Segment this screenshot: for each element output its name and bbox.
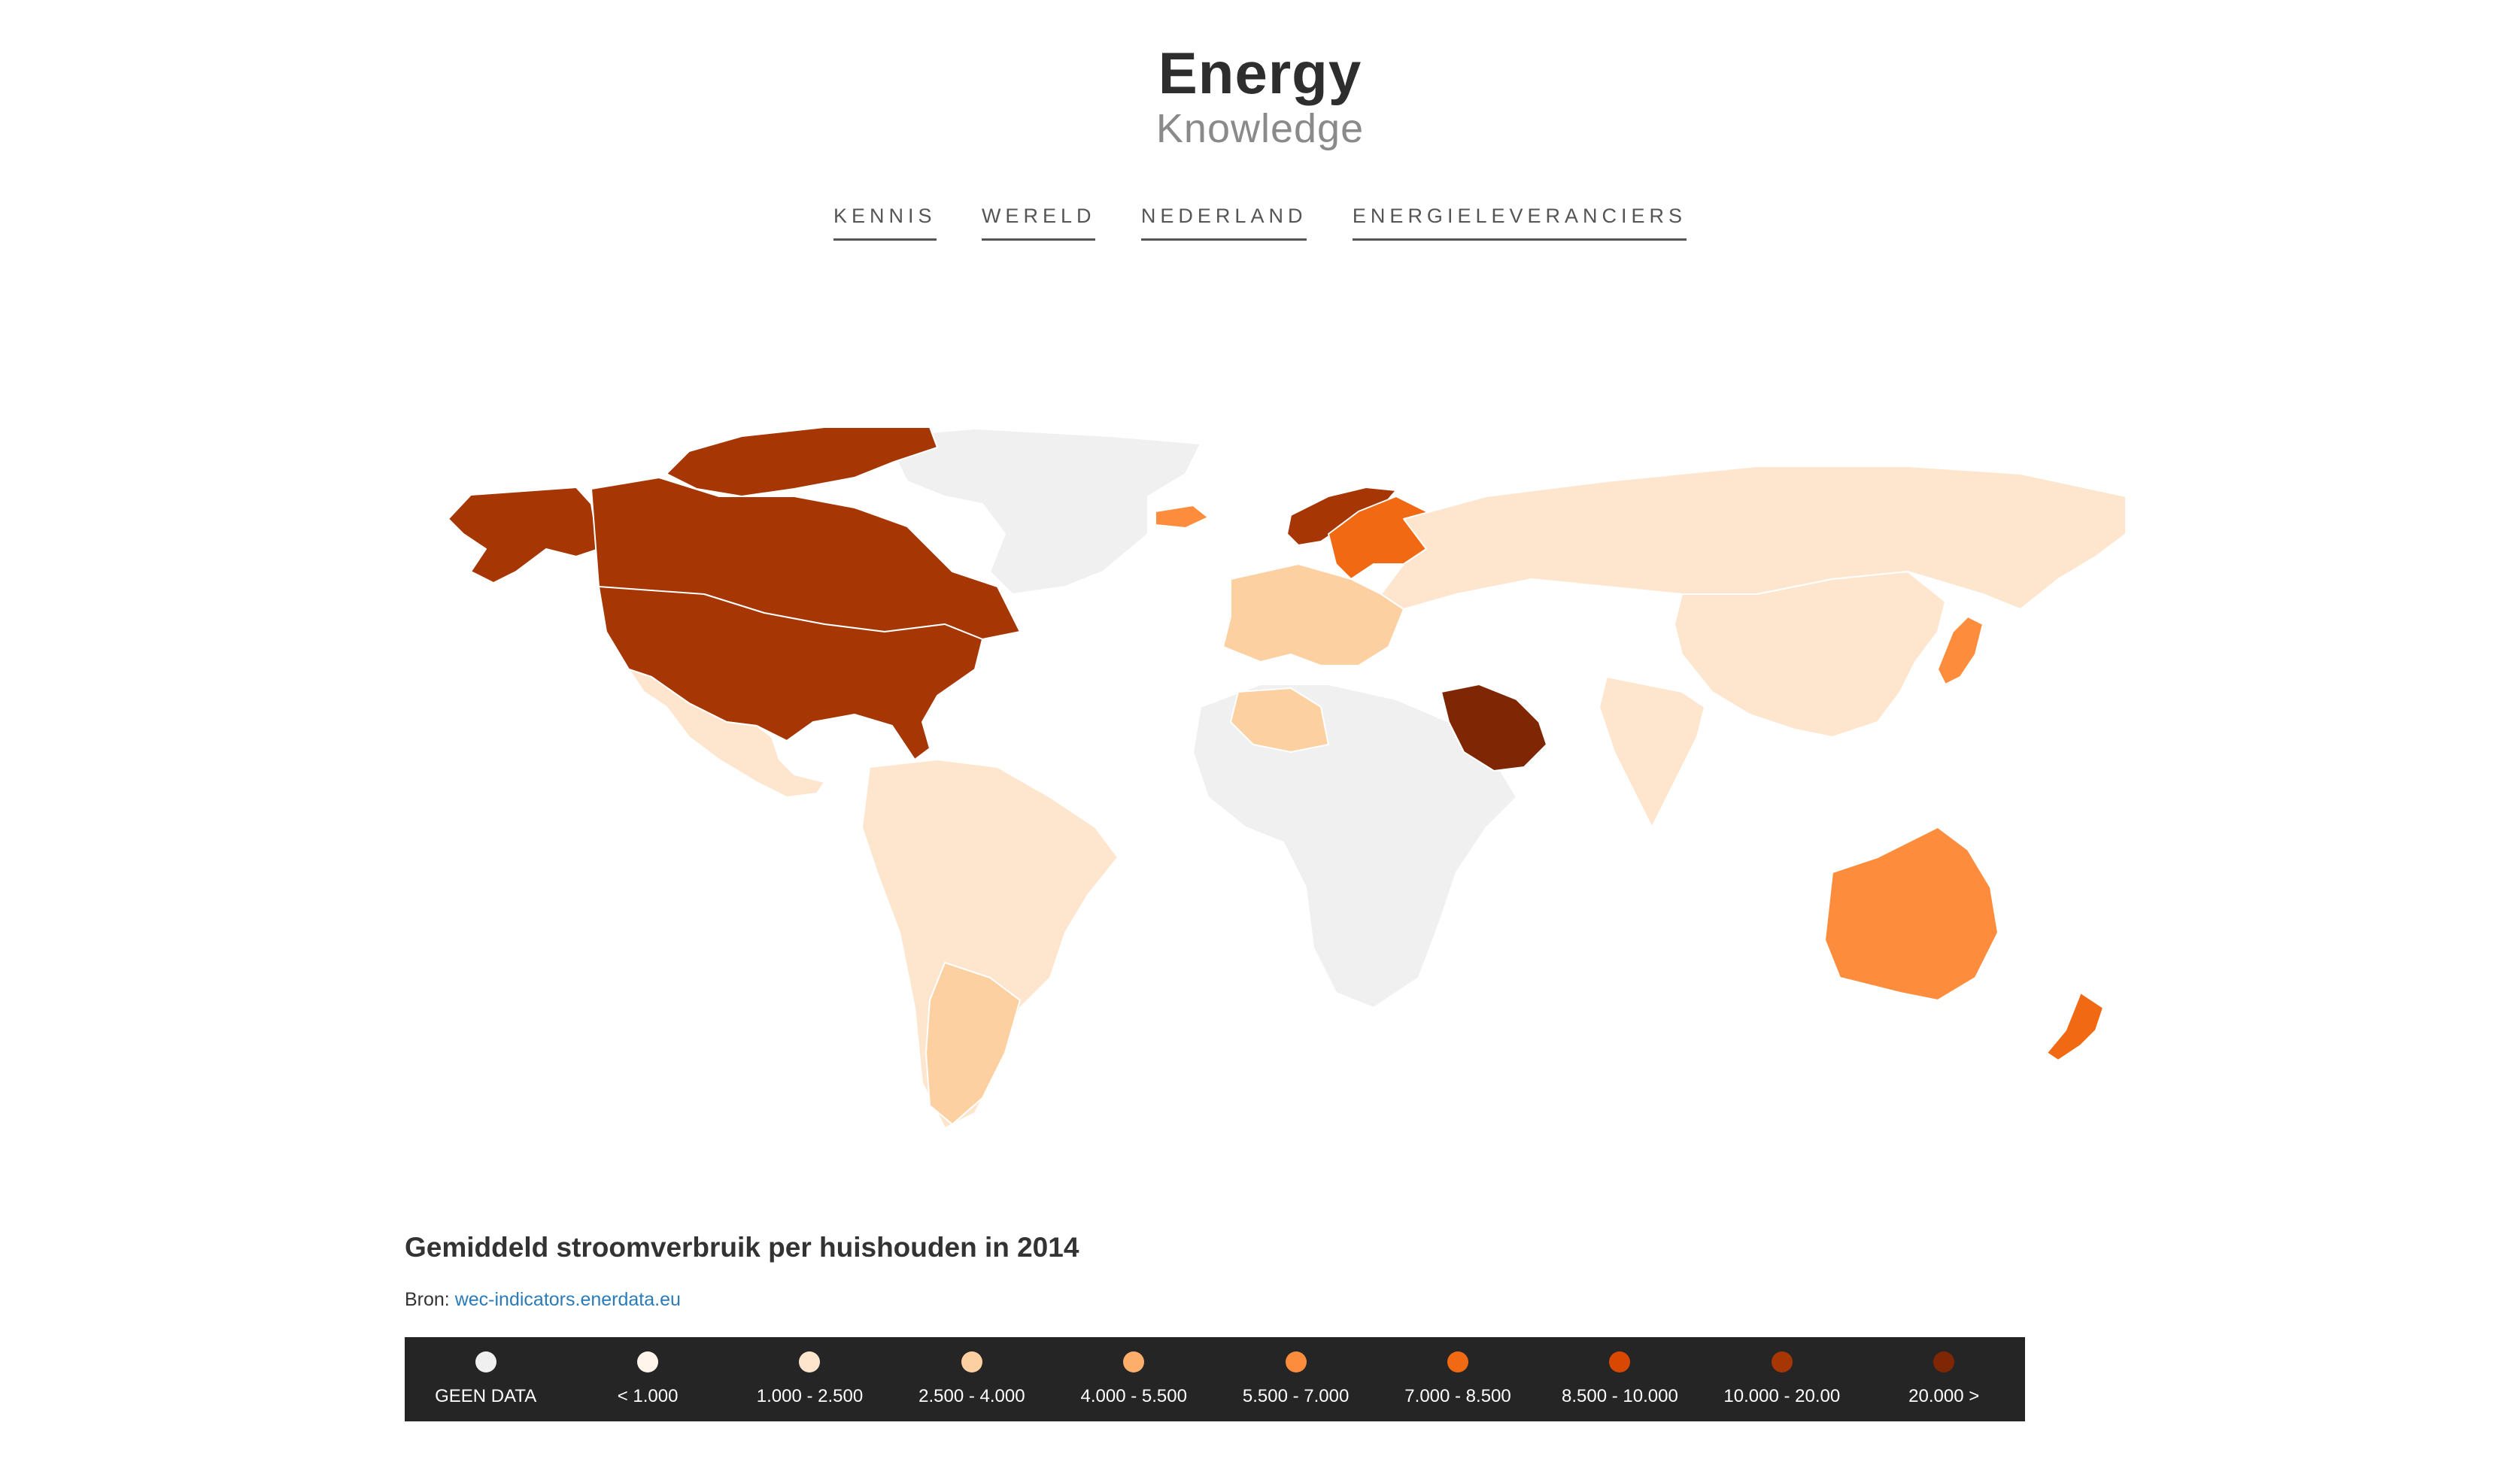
map-caption: Gemiddeld stroomverbruik per huishouden … xyxy=(405,1232,1079,1263)
legend-label: 4.000 - 5.500 xyxy=(1080,1386,1187,1406)
legend-swatch xyxy=(961,1351,982,1372)
region-alaska[interactable] xyxy=(448,487,600,584)
main-nav: KENNIS WERELD NEDERLAND ENERGIELEVERANCI… xyxy=(0,205,2520,241)
nav-energieleveranciers[interactable]: ENERGIELEVERANCIERS xyxy=(1352,205,1687,241)
legend-swatch xyxy=(799,1351,821,1372)
legend-swatch xyxy=(1609,1351,1631,1372)
legend-swatch xyxy=(1933,1351,1955,1372)
region-saudi-arabia[interactable] xyxy=(1441,684,1547,772)
region-iceland[interactable] xyxy=(1155,505,1209,529)
legend-item-no-data: GEEN DATA xyxy=(411,1351,561,1407)
region-canadian-arctic[interactable] xyxy=(666,426,938,497)
region-russia[interactable] xyxy=(1380,466,2126,610)
region-mexico[interactable] xyxy=(628,669,825,798)
legend-label: < 1.000 xyxy=(617,1386,679,1406)
source-link[interactable]: wec-indicators.enerdata.eu xyxy=(454,1289,681,1310)
region-japan[interactable] xyxy=(1937,616,1984,685)
legend-swatch xyxy=(475,1351,496,1372)
legend-label: 10.000 - 20.00 xyxy=(1723,1386,1841,1406)
region-china[interactable] xyxy=(1674,571,1946,738)
legend-item-bin-6: 7.000 - 8.500 xyxy=(1383,1351,1533,1407)
legend-swatch xyxy=(637,1351,659,1372)
legend-label: 2.500 - 4.000 xyxy=(918,1386,1025,1406)
legend-item-bin-2: 1.000 - 2.500 xyxy=(734,1351,885,1407)
region-algeria[interactable] xyxy=(1230,687,1329,753)
legend-item-bin-1: < 1.000 xyxy=(572,1351,723,1407)
site-title[interactable]: Energy xyxy=(1158,40,1362,106)
legend-label: GEEN DATA xyxy=(435,1386,537,1406)
region-new-zealand[interactable] xyxy=(2046,992,2104,1061)
legend-swatch xyxy=(1285,1351,1307,1372)
legend-label: 5.500 - 7.000 xyxy=(1242,1386,1350,1406)
legend-item-bin-8: 10.000 - 20.00 xyxy=(1707,1351,1857,1407)
legend-swatch xyxy=(1123,1351,1145,1372)
legend-swatch xyxy=(1771,1351,1793,1372)
region-australia[interactable] xyxy=(1824,827,1999,1001)
map-legend: GEEN DATA < 1.000 1.000 - 2.500 2.500 - … xyxy=(405,1337,2025,1421)
region-africa[interactable] xyxy=(1192,684,1517,1009)
legend-swatch xyxy=(1447,1351,1469,1372)
nav-kennis[interactable]: KENNIS xyxy=(833,205,937,241)
source-line: Bron: wec-indicators.enerdata.eu xyxy=(405,1289,681,1311)
world-map xyxy=(448,426,2126,1129)
region-south-america[interactable] xyxy=(861,759,1119,1129)
site-subtitle: Knowledge xyxy=(1155,106,1365,151)
nav-nederland[interactable]: NEDERLAND xyxy=(1140,205,1307,241)
legend-item-bin-5: 5.500 - 7.000 xyxy=(1221,1351,1371,1407)
region-greenland[interactable] xyxy=(884,428,1201,595)
legend-label: 1.000 - 2.500 xyxy=(756,1386,864,1406)
region-argentina[interactable] xyxy=(925,962,1021,1125)
legend-item-bin-4: 4.000 - 5.500 xyxy=(1058,1351,1209,1407)
legend-item-bin-9: 20.000 > xyxy=(1869,1351,2019,1407)
legend-item-bin-3: 2.500 - 4.000 xyxy=(897,1351,1047,1407)
legend-label: 8.500 - 10.000 xyxy=(1562,1386,1678,1406)
source-label: Bron: xyxy=(405,1289,450,1310)
legend-label: 20.000 > xyxy=(1908,1386,1980,1406)
region-western-europe[interactable] xyxy=(1222,563,1404,666)
region-india[interactable] xyxy=(1599,676,1705,828)
legend-label: 7.000 - 8.500 xyxy=(1404,1386,1511,1406)
legend-item-bin-7: 8.500 - 10.000 xyxy=(1544,1351,1695,1407)
nav-wereld[interactable]: WERELD xyxy=(981,205,1096,241)
